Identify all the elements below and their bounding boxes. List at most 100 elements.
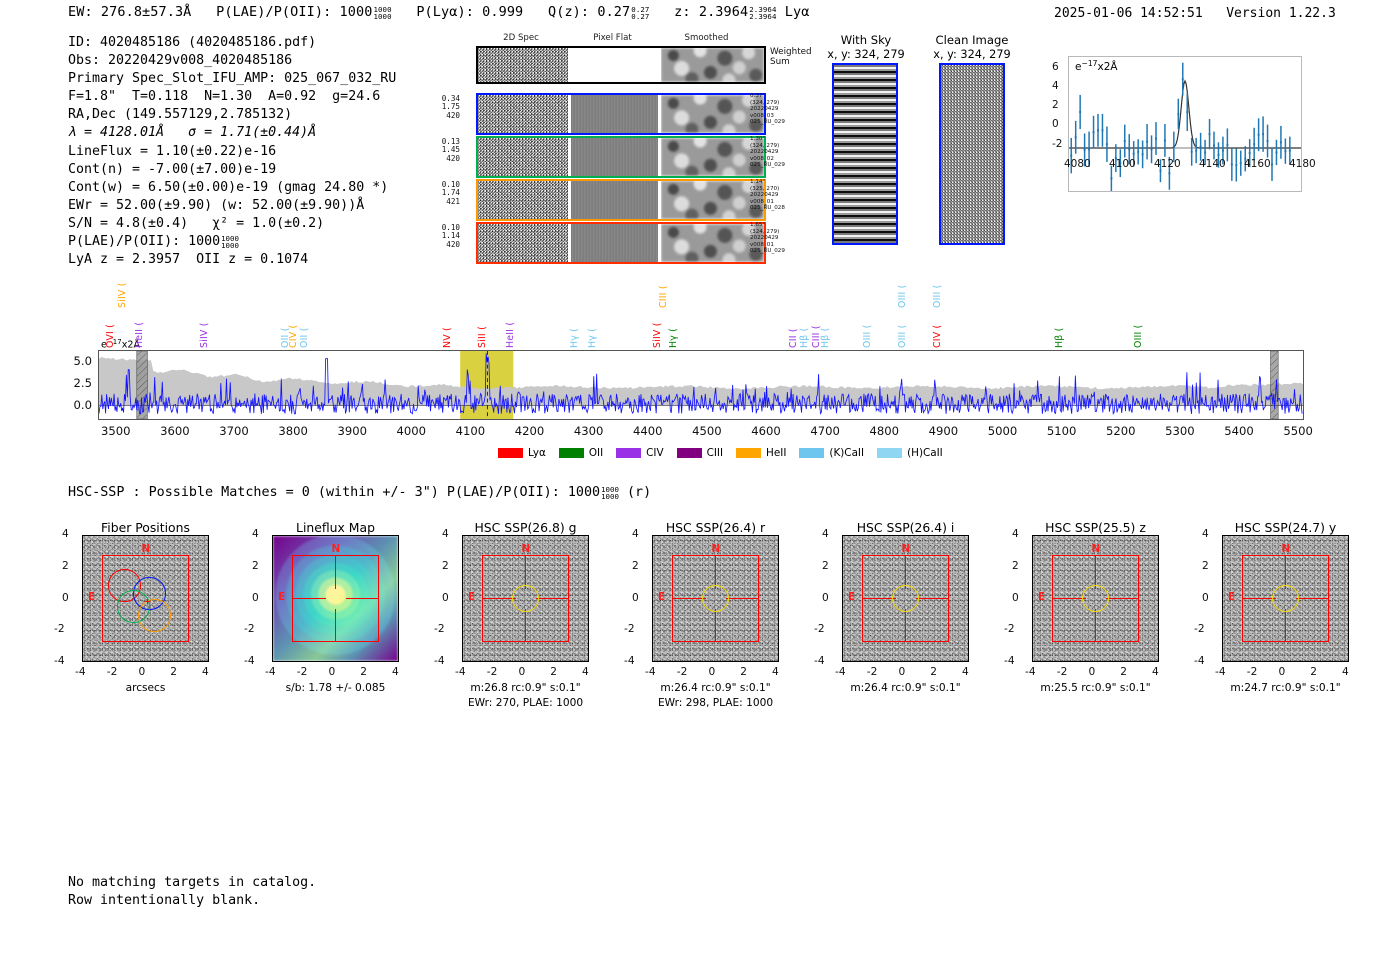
cutout-xtick: -4 xyxy=(265,666,276,678)
cutout-xtick: 0 xyxy=(518,666,526,678)
aperture-circle xyxy=(511,584,540,613)
compass-north: N xyxy=(711,543,721,555)
hsc-header-fraction: 1000 1000 xyxy=(601,484,619,502)
fiber-3-2dspec xyxy=(478,181,568,219)
cutout-ytick: -4 xyxy=(54,655,65,667)
info-cont-n: Cont(n) = -7.00(±7.00)e-19 xyxy=(68,161,277,177)
clean-image-title: Clean Image xyxy=(935,33,1009,47)
full-spectrum-xtick: 4200 xyxy=(514,424,545,438)
compass-north: N xyxy=(521,543,531,555)
cutout-xtick: -2 xyxy=(1056,666,1068,678)
header-plae-fraction: 1000 1000 xyxy=(373,4,392,22)
spectral-line-label: Hγ ( xyxy=(586,327,598,348)
spectral-line-label: Hβ ( xyxy=(820,327,832,348)
info-plae: P(LAE)/P(OII): 1000 1000 1000 xyxy=(68,233,239,251)
spectral-line-label: OIII ( xyxy=(897,324,908,348)
compass-north: N xyxy=(1091,543,1101,555)
spectral-line-label: OIII ( xyxy=(932,284,944,308)
weighted-sum-smoothed xyxy=(661,48,764,82)
cutout-ytick: -2 xyxy=(814,623,825,636)
full-spectrum-xtick: 5400 xyxy=(1224,424,1254,438)
cutout-subtitle-1: m:26.4 rc:0.9" s:0.1" xyxy=(660,682,771,694)
fiber-row-2[interactable] xyxy=(476,136,766,178)
fiber-2-pixelflat xyxy=(571,138,658,176)
fiber-3-smoothed xyxy=(661,181,764,219)
fiber-row-3[interactable] xyxy=(476,179,766,221)
fiber-1-2dspec xyxy=(478,95,568,133)
cutout-xtick: 2 xyxy=(740,666,747,678)
fiber-circle-4[interactable] xyxy=(138,599,171,632)
cutout-ytick: 0 xyxy=(62,591,69,604)
legend-swatch xyxy=(616,448,642,458)
cutout-ytick: -2 xyxy=(244,623,255,636)
legend-item: CIII xyxy=(676,447,723,459)
cutout-ytick: 4 xyxy=(62,528,69,540)
spectral-line-label: SiIV ( xyxy=(199,322,211,348)
cutout-image-6[interactable] xyxy=(1032,535,1159,662)
full-spectrum-xtick: 4600 xyxy=(751,424,781,438)
cutout-subtitle-1: s/b: 1.78 +/- 0.085 xyxy=(285,682,386,694)
cutout-image-4[interactable] xyxy=(652,535,779,662)
cutout-xtick: 2 xyxy=(360,666,367,678)
fiber-row-1[interactable] xyxy=(476,93,766,135)
cutout-ytick: 0 xyxy=(442,591,449,604)
full-spectrum-xtick: 5500 xyxy=(1283,424,1313,438)
header-timestamp-version: 2025-01-06 14:52:51 Version 1.22.3 xyxy=(1054,6,1336,21)
hsc-header-text: HSC-SSP : Possible Matches = 0 (within +… xyxy=(68,485,601,500)
cutout-xtick: 4 xyxy=(1152,666,1159,678)
fiber-2-right-labels: 1.30" (324, 279) 20220429 v008_02 025_RU_0… xyxy=(750,136,785,169)
info-ewr: EWr = 52.00(±9.90) (w: 52.00(±9.90))Å xyxy=(68,197,365,213)
cutout-ytick: 0 xyxy=(1012,591,1019,604)
full-spectrum-xtick: 3800 xyxy=(278,424,308,438)
detection-info-block: ID: 4020485186 (4020485186.pdf) Obs: 202… xyxy=(68,34,396,269)
cutout-image-5[interactable] xyxy=(842,535,969,662)
fiber-2-left-labels: 0.13 1.45 420 xyxy=(441,137,460,163)
header-ew: EW: 276.8±57.3Å xyxy=(68,4,192,20)
compass-east: E xyxy=(278,591,286,603)
hsc-header-tail: (r) xyxy=(626,485,652,500)
fiber-2-smoothed xyxy=(661,138,764,176)
compass-north: N xyxy=(141,543,151,555)
cutout-image-2[interactable] xyxy=(272,535,399,662)
cutout-image-7[interactable] xyxy=(1222,535,1349,662)
cutout-xtick: 0 xyxy=(708,666,716,678)
full-spectrum-xtick: 4500 xyxy=(692,424,722,438)
header-z-type: Lyα xyxy=(784,4,810,20)
crosshair-right xyxy=(1105,597,1140,600)
crosshair-top xyxy=(334,554,337,589)
info-params: F=1.8" T=0.118 N=1.30 A=0.92 g=24.6 xyxy=(68,89,381,105)
spectral-line-label: CII ( xyxy=(787,328,799,348)
fiber-4-pixelflat xyxy=(571,224,658,262)
cutout-xtick: -2 xyxy=(106,666,118,678)
fiber-1-pixelflat xyxy=(571,95,658,133)
spectral-line-label: Hγ ( xyxy=(667,327,679,348)
spectral-line-label: OIII ( xyxy=(1133,324,1145,348)
cutout-image-1[interactable]: + xyxy=(82,535,209,662)
emission-line-ytick: -2 xyxy=(1052,137,1063,150)
legend-label: OII xyxy=(588,447,604,459)
clean-image[interactable] xyxy=(939,63,1005,245)
cutout-ytick: 0 xyxy=(1202,591,1209,604)
cutout-title: HSC SSP(26.8) g xyxy=(474,520,577,535)
cutout-subtitle-1: m:24.7 rc:0.9" s:0.1" xyxy=(1230,682,1341,694)
fiber-row-4[interactable] xyxy=(476,222,766,264)
full-spectrum-axes[interactable] xyxy=(98,350,1304,420)
with-sky-coords: x, y: 324, 279 xyxy=(827,48,905,61)
legend-swatch xyxy=(676,448,702,458)
info-lambda-sigma: λ = 4128.01Å σ = 1.71(±0.44)Å xyxy=(68,125,317,141)
cutout-xtick: -2 xyxy=(866,666,878,678)
spectral-line-label: OII ( xyxy=(298,327,310,348)
fiber-3-pixelflat xyxy=(571,181,658,219)
info-lineflux: LineFlux = 1.10(±0.22)e-16 xyxy=(68,143,277,159)
crosshair-top xyxy=(904,554,907,589)
emission-line-ytick: 6 xyxy=(1052,60,1059,73)
spectral-line-label: OIII ( xyxy=(861,324,873,348)
cutout-ytick: 2 xyxy=(1202,559,1209,572)
cutout-image-3[interactable] xyxy=(462,535,589,662)
cutout-ytick: -2 xyxy=(1194,623,1205,636)
footer-line-2: Row intentionally blank. xyxy=(68,893,261,909)
with-sky-image[interactable] xyxy=(832,63,898,245)
cutout-xtick: -4 xyxy=(835,666,846,678)
full-spectrum-ytick: 0.0 xyxy=(73,398,92,412)
spectral-line-label: HeII ( xyxy=(134,321,146,348)
